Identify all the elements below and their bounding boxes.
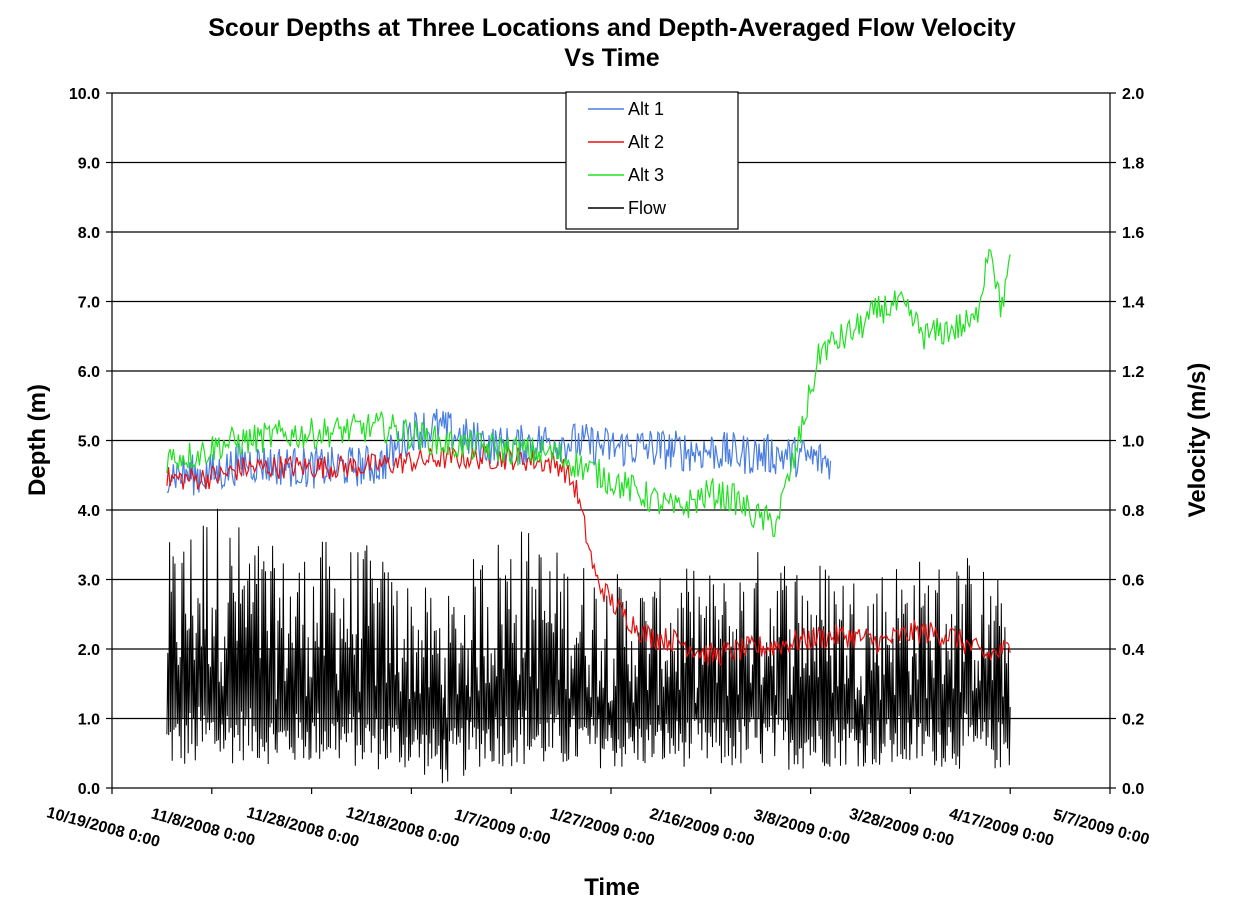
axes: [106, 92, 1116, 794]
y-left-tick-label: 10.0: [69, 86, 100, 103]
legend-label: Alt 2: [628, 132, 664, 152]
y-left-tick-label: 5.0: [78, 434, 100, 451]
series-alt-3: [166, 248, 1011, 538]
y-left-tick-label: 4.0: [78, 503, 100, 520]
y-left-tick-label: 7.0: [78, 295, 100, 312]
y-right-tick-label: 1.4: [1122, 295, 1144, 312]
chart-title-line1: Scour Depths at Three Locations and Dept…: [208, 14, 1016, 42]
legend-label: Alt 3: [628, 165, 664, 185]
y-left-tick-label: 1.0: [78, 712, 100, 729]
y-right-tick-label: 0.6: [1122, 573, 1144, 590]
legend-box: [565, 91, 739, 230]
y-left-tick-label: 6.0: [78, 364, 100, 381]
y-left-tick-label: 0.0: [78, 781, 100, 798]
y-right-tick-label: 0.8: [1122, 503, 1144, 520]
y-left-tick-label: 3.0: [78, 573, 100, 590]
y-right-tick-label: 1.0: [1122, 434, 1144, 451]
y-right-tick-label: 1.6: [1122, 225, 1144, 242]
series-alt-2: [166, 446, 1011, 667]
y-right-tick-label: 0.4: [1122, 642, 1144, 659]
chart-title-line2: Vs Time: [564, 44, 660, 72]
alt-2-line: [166, 446, 1011, 667]
legend: Alt 1 Alt 2 Alt 3 Flow: [565, 91, 739, 230]
y-right-tick-label: 0.2: [1122, 712, 1144, 729]
y-left-tick-label: 2.0: [78, 642, 100, 659]
y-right-tick-label: 0.0: [1122, 781, 1144, 798]
x-axis-title: Time: [584, 874, 640, 901]
y-right-tick-label: 2.0: [1122, 86, 1144, 103]
y-right-tick-label: 1.8: [1122, 156, 1144, 173]
series-flow: [166, 508, 1011, 784]
y-axis-right-title: Velocity (m/s): [1184, 363, 1211, 518]
legend-label: Alt 1: [628, 99, 664, 119]
y-left-tick-label: 8.0: [78, 225, 100, 242]
y-left-tick-label: 9.0: [78, 156, 100, 173]
flow-line: [166, 508, 1011, 784]
alt-3-line: [166, 248, 1011, 538]
y-right-tick-label: 1.2: [1122, 364, 1144, 381]
y-axis-left-title: Depth (m): [24, 384, 51, 496]
legend-label: Flow: [628, 198, 667, 218]
